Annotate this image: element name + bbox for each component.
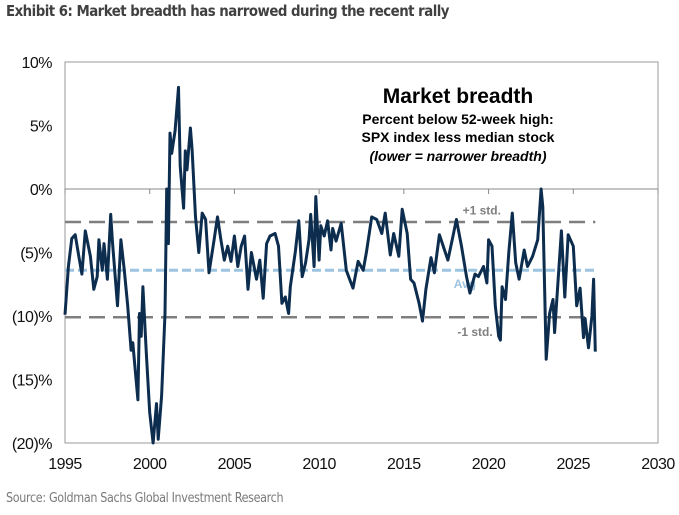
market-breadth-line: [63, 85, 597, 445]
y-tick-label: (10)%: [12, 309, 52, 326]
x-tick-label: 1995: [48, 456, 82, 473]
x-tick-label: 2025: [556, 456, 590, 473]
x-tick-label: 2000: [133, 456, 167, 473]
inset-title: Market breadth: [383, 85, 534, 108]
x-tick-label: 2015: [387, 456, 421, 473]
y-tick-label: (20)%: [12, 436, 52, 453]
x-tick-label: 2030: [641, 456, 675, 473]
x-tick-label: 2005: [218, 456, 252, 473]
y-tick-label: 5%: [30, 119, 52, 136]
inset-subtitle-line-3: (lower = narrower breadth): [370, 148, 547, 164]
x-tick-label: 2020: [472, 456, 506, 473]
reference-line-label: +1 std.: [463, 203, 501, 217]
reference-line-label: -1 std.: [457, 325, 492, 339]
y-tick-label: 0%: [30, 182, 52, 199]
x-tick-label: 2010: [302, 456, 336, 473]
plot-area-border: [64, 61, 659, 444]
source-note: Source: Goldman Sachs Global Investment …: [6, 491, 284, 506]
exhibit-title: Exhibit 6: Market breadth has narrowed d…: [6, 2, 449, 20]
y-tick-label: 10%: [21, 55, 52, 72]
y-tick-label: (15)%: [12, 373, 52, 390]
inset-subtitle-line-1: Percent below 52-week high:: [362, 111, 553, 127]
inset-subtitle-line-2: SPX index less median stock: [362, 129, 555, 145]
y-tick-label: (5)%: [20, 246, 52, 263]
